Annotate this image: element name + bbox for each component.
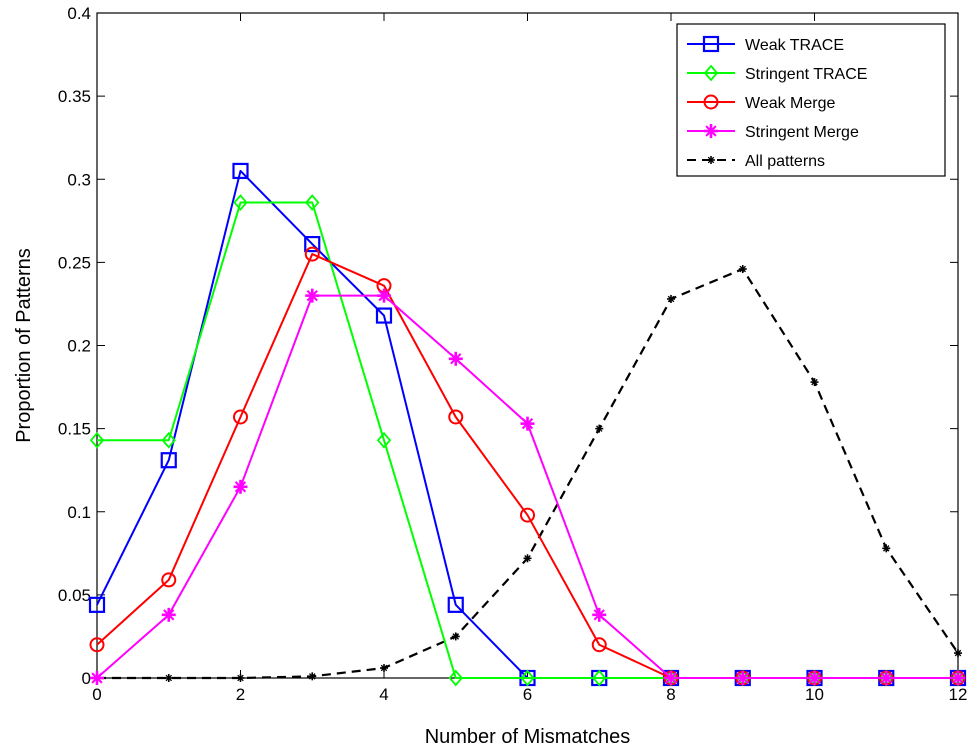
y-tick-label: 0.15 (58, 420, 91, 439)
data-point (308, 672, 317, 681)
legend-entry-weak-merge: Weak Merge (687, 94, 836, 112)
data-point (232, 162, 249, 180)
data-point (448, 351, 463, 366)
data-point (89, 431, 105, 449)
y-axis: 0 0.05 0.1 0.15 0.2 0.25 0.3 0.35 0.4 (58, 4, 958, 688)
data-point (89, 637, 105, 653)
legend-label: Stringent Merge (745, 124, 859, 141)
series-all-patterns (93, 265, 962, 682)
data-point (88, 596, 106, 613)
series-line-all-patterns (97, 267, 959, 680)
y-tick-label: 0.3 (67, 170, 91, 189)
x-tick-label: 8 (666, 685, 675, 704)
data-point (448, 669, 463, 687)
series-weak-merge (89, 246, 966, 686)
data-point (304, 246, 320, 262)
data-point (735, 671, 750, 685)
data-point (233, 409, 248, 425)
legend-label: Weak Merge (745, 95, 836, 112)
data-point (161, 607, 176, 622)
data-point (520, 507, 535, 523)
y-tick-label: 0.2 (67, 337, 91, 356)
x-tick-label: 2 (236, 685, 245, 704)
data-point (377, 288, 391, 303)
legend-entry-stringent-merge: Stringent Merge (687, 124, 859, 141)
data-point (305, 194, 320, 211)
legend-marker (703, 94, 719, 110)
x-tick-label: 4 (379, 685, 388, 704)
legend-label: Weak TRACE (745, 37, 844, 54)
data-point (160, 452, 177, 469)
data-point (595, 424, 604, 433)
data-point (523, 554, 532, 563)
data-point (161, 431, 176, 449)
data-point (233, 479, 248, 494)
data-point (592, 607, 607, 622)
data-point (807, 671, 822, 685)
x-tick-label: 6 (523, 685, 532, 704)
x-axis-label: Number of Mismatches (425, 726, 631, 748)
data-point (882, 544, 891, 553)
legend-marker (707, 156, 715, 164)
data-point (90, 671, 104, 685)
data-point (305, 288, 320, 303)
x-tick-label: 0 (92, 685, 101, 704)
y-axis-label: Proportion of Patterns (13, 248, 35, 443)
y-tick-label: 0.1 (67, 503, 91, 522)
y-tick-label: 0.35 (58, 87, 91, 106)
data-point (236, 674, 245, 682)
x-tick-label: 12 (949, 685, 968, 704)
data-point (161, 572, 177, 588)
legend-marker (703, 64, 719, 82)
y-tick-label: 0.25 (58, 253, 91, 272)
data-point (233, 194, 248, 211)
legend-box (676, 23, 946, 177)
legend-marker (702, 35, 720, 53)
data-point (380, 664, 388, 673)
legend-entry-stringent-trace: Stringent TRACE (687, 64, 867, 83)
data-point (591, 637, 607, 653)
data-point (376, 431, 392, 449)
data-point (738, 265, 747, 274)
data-point (447, 596, 464, 613)
x-tick-label: 10 (805, 685, 824, 704)
data-point (879, 671, 894, 685)
legend-marker (704, 124, 718, 138)
y-tick-label: 0.05 (58, 586, 91, 605)
data-point (164, 674, 173, 682)
series-layer (88, 162, 967, 687)
series-line-stringent-merge (96, 294, 958, 679)
data-point (954, 649, 962, 658)
series-line-weak-merge (96, 253, 958, 679)
y-tick-label: 0 (82, 669, 91, 688)
data-point (304, 235, 321, 253)
series-stringent-merge (90, 288, 965, 685)
data-point (375, 307, 393, 324)
series-stringent-trace (89, 194, 966, 687)
data-point (520, 669, 535, 687)
data-point (810, 378, 819, 387)
legend-entry-all-patterns: All patterns (687, 153, 825, 170)
data-point (520, 416, 535, 431)
legend-entry-weak-trace: Weak TRACE (687, 35, 844, 54)
data-point (448, 409, 464, 425)
series-line-stringent-trace (97, 201, 958, 679)
legend-label: All patterns (745, 153, 825, 170)
data-point (951, 671, 965, 685)
data-point (667, 294, 675, 303)
data-point (592, 669, 607, 687)
legend-label: Stringent TRACE (745, 66, 867, 83)
legend: Weak TRACE Stringent TRACE Weak Merge Strin… (676, 23, 946, 177)
y-tick-label: 0.4 (67, 4, 91, 23)
data-point (664, 671, 678, 685)
data-point (451, 632, 460, 641)
